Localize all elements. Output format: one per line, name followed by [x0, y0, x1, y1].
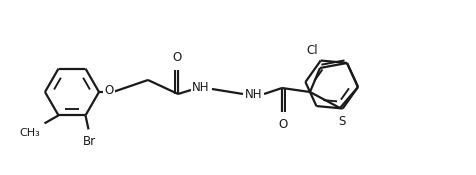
Text: Br: Br — [83, 135, 96, 148]
Text: CH₃: CH₃ — [20, 128, 40, 138]
Text: NH: NH — [192, 82, 209, 95]
Text: O: O — [172, 51, 181, 64]
Text: Cl: Cl — [306, 44, 317, 57]
Text: O: O — [278, 118, 287, 131]
Text: NH: NH — [245, 89, 262, 101]
Text: S: S — [337, 115, 345, 128]
Text: O: O — [104, 85, 113, 97]
